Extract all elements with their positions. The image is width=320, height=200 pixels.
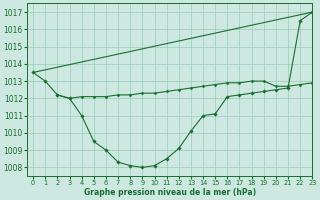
X-axis label: Graphe pression niveau de la mer (hPa): Graphe pression niveau de la mer (hPa) bbox=[84, 188, 256, 197]
